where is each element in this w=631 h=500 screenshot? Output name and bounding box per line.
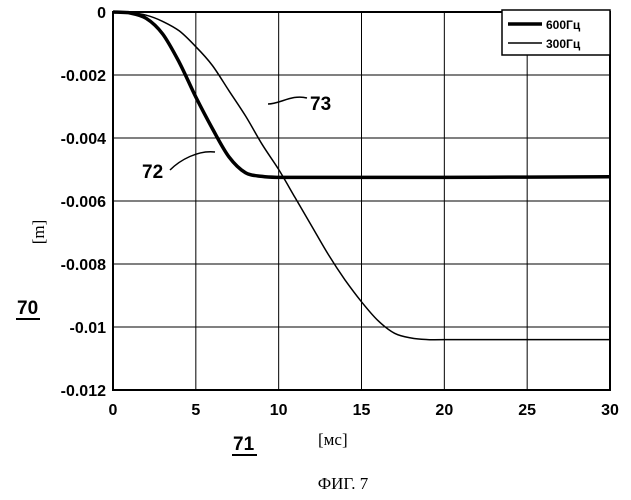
y-tick-label: -0.004 [61,131,106,148]
y-tick-label: -0.002 [61,68,106,85]
y-tick-label: -0.012 [61,383,106,400]
x-tick-label: 10 [270,402,288,419]
series-ref-72: 72 [142,162,163,183]
legend-label-600hz: 600Гц [546,18,581,32]
x-tick-label: 25 [518,402,536,419]
leader-line-73 [268,97,307,104]
y-axis-ref: 70 [17,298,38,319]
x-tick-label: 0 [109,402,118,419]
legend-label-300hz: 300Гц [546,37,581,51]
x-tick-label: 5 [191,402,200,419]
y-tick-label: -0.006 [61,194,106,211]
y-tick-label: 0 [97,5,106,22]
x-tick-label: 15 [353,402,371,419]
x-tick-labels: 0 5 10 15 20 25 30 [109,402,619,419]
y-tick-label: -0.01 [70,320,107,337]
figure-caption: ФИГ. 7 [318,474,369,493]
leader-line-72 [170,152,215,170]
legend: 600Гц 300Гц [502,10,610,55]
x-tick-label: 20 [435,402,453,419]
x-axis-ref: 71 [233,434,255,455]
x-tick-label: 30 [601,402,619,419]
x-axis-label: [мс] [318,430,348,449]
y-tick-label: -0.008 [61,257,106,274]
y-axis-label: [m] [29,220,48,245]
grid [113,12,610,390]
y-tick-labels: 0 -0.002 -0.004 -0.006 -0.008 -0.01 -0.012 [61,5,106,400]
series-ref-73: 73 [310,94,331,115]
